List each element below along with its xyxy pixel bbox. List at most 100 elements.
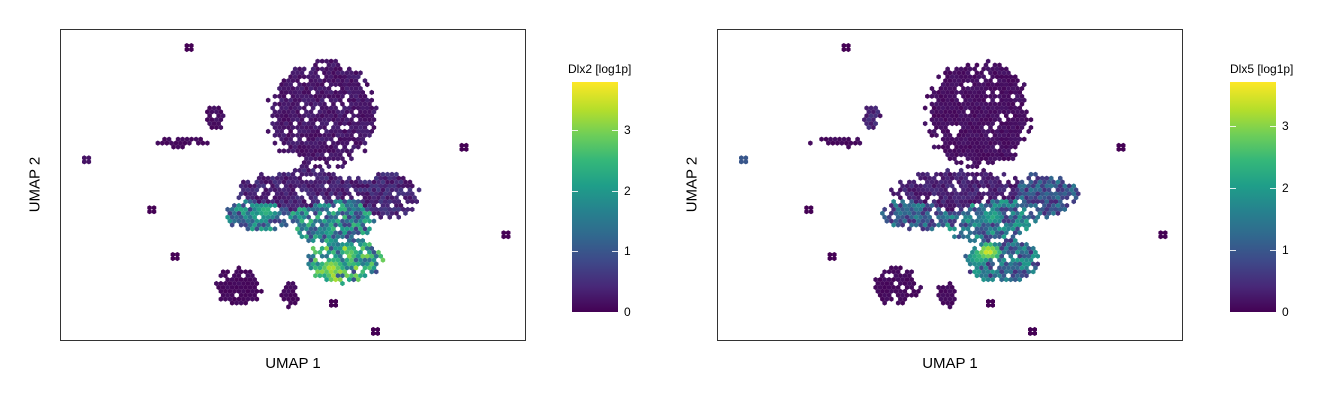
hexbin-cell xyxy=(947,109,953,115)
hexbin-cell xyxy=(864,113,869,119)
hexbin-cell xyxy=(283,183,289,189)
hexbin-cell xyxy=(844,140,849,146)
hexbin-cell xyxy=(313,249,318,255)
hexbin-cell xyxy=(1013,214,1018,220)
hexbin-cell xyxy=(356,253,361,259)
hexbin-cell xyxy=(317,226,323,232)
hexbin-cell xyxy=(961,124,966,131)
hexbin-cell xyxy=(877,292,883,298)
hexbin-cell xyxy=(963,191,968,197)
hexbin-cell xyxy=(306,261,311,267)
hexbin-cell xyxy=(902,202,908,209)
hexbin-cell xyxy=(958,206,964,212)
hexbin-cell xyxy=(943,288,948,294)
hexbin-cell xyxy=(985,277,991,283)
hexbin-cell xyxy=(340,109,345,115)
hexbin-cell xyxy=(918,191,923,197)
hexbin-cell xyxy=(259,195,264,201)
hexbin-cell xyxy=(1026,183,1031,189)
hexbin-cell xyxy=(360,245,365,251)
hexbin-cell xyxy=(938,117,944,123)
hexbin-cell xyxy=(976,105,982,111)
hexbin-cell xyxy=(938,210,944,216)
hexbin-cell xyxy=(1022,82,1027,88)
hexbin-cell xyxy=(218,109,224,115)
hexbin-cell xyxy=(335,62,341,68)
hexbin-cell xyxy=(380,171,386,177)
hexbin-cell xyxy=(351,128,356,134)
hexbin-cell xyxy=(362,257,368,263)
hexbin-cell xyxy=(1026,245,1031,251)
hexbin-cell xyxy=(326,187,332,193)
hexbin-cell xyxy=(979,273,984,279)
hexbin-cell xyxy=(911,218,917,224)
hexbin-cell xyxy=(1060,195,1065,201)
hexbin-cell xyxy=(290,93,296,99)
hexbin-cell xyxy=(1019,187,1025,193)
hexbin-cell xyxy=(279,105,284,111)
hexbin-cell xyxy=(288,128,293,134)
hexbin-cell xyxy=(1006,195,1011,201)
hexbin-cell xyxy=(1028,187,1034,193)
hexbin-cell xyxy=(356,222,361,228)
hexbin-cell xyxy=(1032,330,1037,336)
hexbin-cell xyxy=(886,284,892,290)
hexbin-cell xyxy=(871,109,876,115)
hexbin-cell xyxy=(949,191,955,197)
hexbin-cell xyxy=(949,113,955,119)
hexbin-cell xyxy=(963,214,968,220)
hexbin-cell xyxy=(918,284,923,290)
hexbin-cell xyxy=(223,273,228,279)
hexbin-cell xyxy=(245,179,251,185)
hexbin-cell xyxy=(342,128,347,134)
hexbin-cell xyxy=(1008,261,1013,267)
hexbin-cell xyxy=(936,113,941,119)
hexbin-cell xyxy=(981,167,986,173)
hexbin-cell xyxy=(929,202,935,209)
hexbin-cell xyxy=(310,128,316,134)
hexbin-cell xyxy=(985,238,991,244)
hexbin-cell xyxy=(974,117,980,123)
hexbin-cell xyxy=(945,89,950,95)
hexbin-cell xyxy=(997,62,1002,68)
hexbin-cell xyxy=(979,210,984,216)
hexbin-cell xyxy=(927,214,932,220)
hexbin-cell xyxy=(324,245,329,251)
hexbin-cell xyxy=(855,136,860,142)
hexbin-cell xyxy=(983,179,989,185)
hexbin-cell xyxy=(943,132,948,138)
hexbin-cell xyxy=(241,280,246,287)
hexbin-cell xyxy=(988,85,993,92)
hexbin-cell xyxy=(976,113,982,119)
hexbin-cell xyxy=(223,280,228,287)
hexbin-cell xyxy=(985,222,991,228)
hexbin-cell xyxy=(1008,199,1013,205)
hexbin-cell xyxy=(922,191,928,197)
hexbin-cell xyxy=(362,218,368,224)
hexbin-cell xyxy=(1013,245,1018,251)
hexbin-cell xyxy=(938,85,944,92)
hexbin-cell xyxy=(365,82,370,88)
hexbin-cell xyxy=(245,226,251,232)
hexbin-cell xyxy=(949,82,955,88)
hexbin-cell xyxy=(988,124,993,131)
hexbin-cell xyxy=(322,202,327,209)
hexbin-cell xyxy=(337,175,343,181)
hexbin-cell xyxy=(86,159,92,165)
hexbin-cell xyxy=(967,152,973,158)
hexbin-cell xyxy=(358,210,363,216)
hexbin-cell xyxy=(326,273,332,279)
hexbin-cell xyxy=(958,66,964,72)
hexbin-cell xyxy=(297,144,302,150)
hexbin-cell xyxy=(315,261,320,267)
hexbin-cell xyxy=(949,206,955,212)
hexbin-cell xyxy=(317,210,323,216)
hexbin-cell xyxy=(274,113,280,119)
hexbin-cell xyxy=(295,101,300,107)
hexbin-cell xyxy=(301,167,307,173)
hexbin-cell xyxy=(337,206,343,212)
hexbin-cell xyxy=(290,218,296,224)
hexbin-cell xyxy=(326,109,332,115)
hexbin-cell xyxy=(301,144,307,150)
hexbin-cell xyxy=(934,117,939,123)
